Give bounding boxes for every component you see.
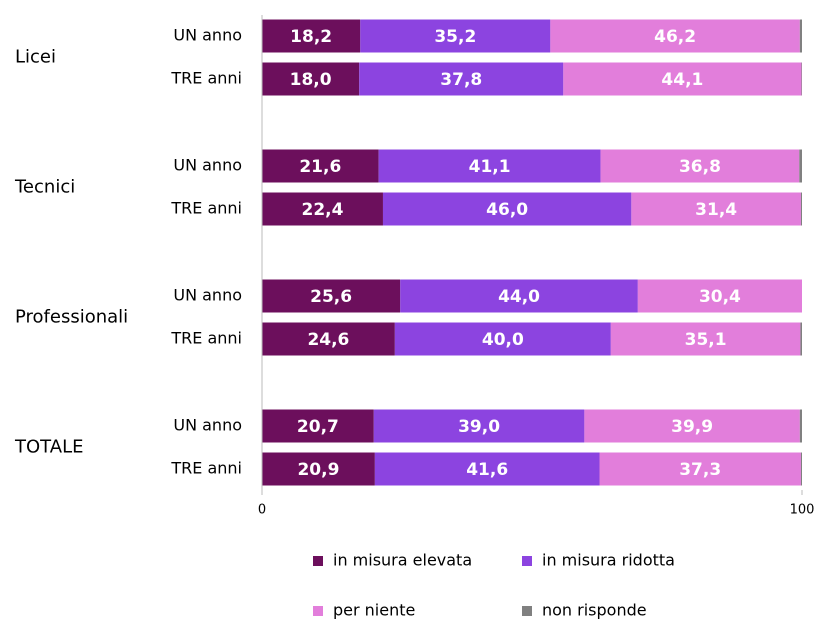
group-label: Professionali xyxy=(15,307,128,328)
value-label: 46,0 xyxy=(486,200,528,220)
value-label: 35,1 xyxy=(685,330,727,350)
value-label: 31,4 xyxy=(695,200,737,220)
category-label: UN anno xyxy=(173,26,242,45)
category-label: TRE anni xyxy=(170,459,242,478)
bar-segment xyxy=(262,62,360,96)
x-tick-label: 100 xyxy=(790,503,815,518)
bar-segment xyxy=(637,279,802,313)
bar-segment xyxy=(382,192,632,226)
legend-label: in misura ridotta xyxy=(542,551,675,570)
bar-segment xyxy=(800,322,802,356)
category-label: UN anno xyxy=(173,286,242,305)
value-label: 20,7 xyxy=(297,417,339,437)
bar-segment xyxy=(262,192,383,226)
legend-label: non risponde xyxy=(542,601,647,620)
bar-segment xyxy=(799,409,802,443)
group-label: Licei xyxy=(15,47,56,68)
legend-swatch xyxy=(313,606,323,616)
value-label: 46,2 xyxy=(654,27,696,47)
legend-swatch xyxy=(522,606,532,616)
bar-segment xyxy=(599,452,801,486)
value-label: 35,2 xyxy=(434,27,476,47)
value-label: 18,2 xyxy=(290,27,332,47)
bar-segment xyxy=(373,409,585,443)
value-label: 44,1 xyxy=(661,70,703,90)
value-label: 37,3 xyxy=(679,460,721,480)
bar-segment xyxy=(800,192,802,226)
bar-segment xyxy=(262,452,375,486)
bar-segment xyxy=(262,409,374,443)
legend-swatch xyxy=(522,556,532,566)
bar-segment xyxy=(799,149,802,183)
value-label: 18,0 xyxy=(290,70,332,90)
x-tick-label: 0 xyxy=(258,503,266,518)
bar-segment xyxy=(799,19,802,53)
value-label: 39,0 xyxy=(458,417,500,437)
bar-segment xyxy=(262,322,395,356)
value-label: 40,0 xyxy=(482,330,524,350)
bar-segment xyxy=(400,279,638,313)
legend-label: per niente xyxy=(333,601,415,620)
value-label: 41,6 xyxy=(466,460,508,480)
value-label: 25,6 xyxy=(310,287,352,307)
bar-segment xyxy=(360,19,551,53)
value-label: 22,4 xyxy=(302,200,344,220)
bar-segment xyxy=(631,192,801,226)
bar-segment xyxy=(563,62,802,96)
bar-segment xyxy=(800,452,802,486)
bar-segment xyxy=(610,322,801,356)
bar-segment xyxy=(262,19,361,53)
category-label: UN anno xyxy=(173,156,242,175)
bar-segment xyxy=(262,149,379,183)
value-label: 39,9 xyxy=(671,417,713,437)
bar-segment xyxy=(374,452,600,486)
value-label: 37,8 xyxy=(440,70,482,90)
bar-segment xyxy=(359,62,564,96)
bar-segment xyxy=(600,149,800,183)
bar-segment xyxy=(262,279,401,313)
value-label: 24,6 xyxy=(307,330,349,350)
bar-segment xyxy=(801,62,802,96)
value-label: 20,9 xyxy=(297,460,339,480)
bar-segment xyxy=(584,409,800,443)
value-label: 44,0 xyxy=(498,287,540,307)
legend-swatch xyxy=(313,556,323,566)
value-label: 21,6 xyxy=(299,157,341,177)
bar-segment xyxy=(378,149,601,183)
category-label: TRE anni xyxy=(170,69,242,88)
group-label: TOTALE xyxy=(14,437,83,458)
value-label: 41,1 xyxy=(469,157,511,177)
category-label: TRE anni xyxy=(170,199,242,218)
bar-segment xyxy=(394,322,611,356)
value-label: 36,8 xyxy=(679,157,721,177)
value-label: 30,4 xyxy=(699,287,741,307)
category-label: UN anno xyxy=(173,416,242,435)
legend-label: in misura elevata xyxy=(333,551,472,570)
bar-segment xyxy=(550,19,800,53)
category-label: TRE anni xyxy=(170,329,242,348)
group-label: Tecnici xyxy=(14,177,75,198)
